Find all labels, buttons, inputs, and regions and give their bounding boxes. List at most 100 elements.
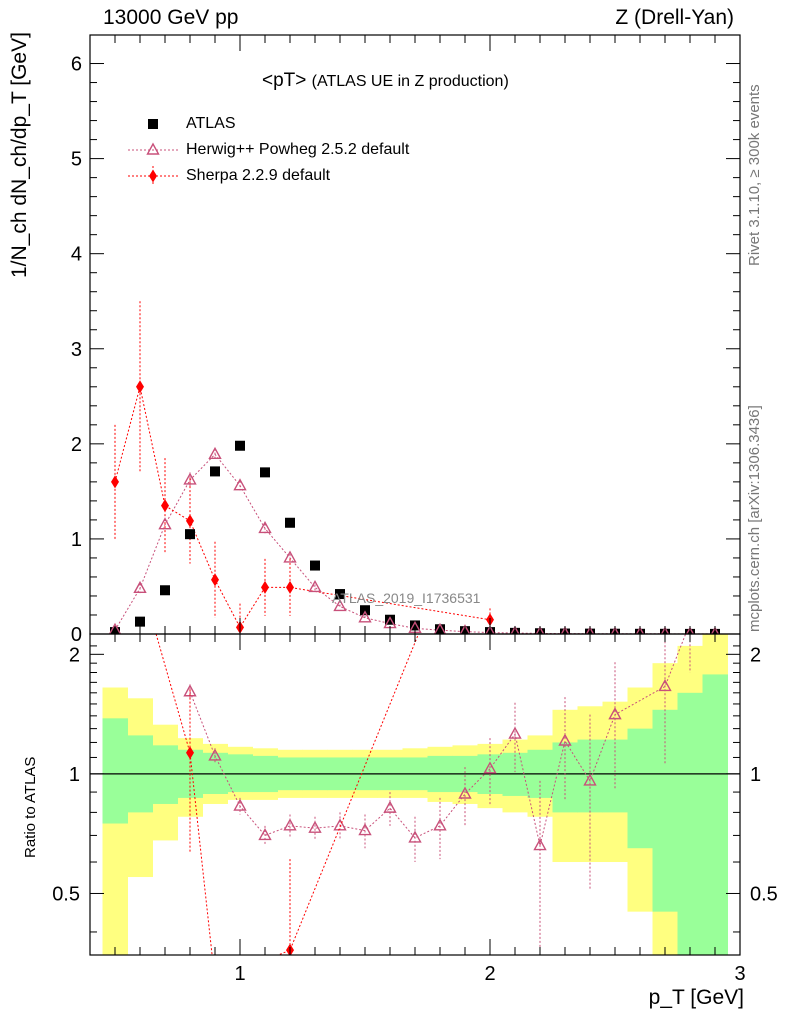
ratio-point-herwig (283, 818, 297, 831)
ratio-band-inner (702, 674, 728, 955)
ratio-point-herwig (608, 707, 622, 720)
x-tick-label: 3 (734, 963, 745, 985)
process-energy-label: 13000 GeV pp (103, 6, 239, 29)
ratio-point-herwig (233, 798, 247, 811)
legend-marker-herwig (146, 142, 160, 155)
data-point-herwig (685, 626, 695, 634)
legend-label-atlas: ATLAS (186, 115, 236, 132)
ratio-y-tick-label-left: 0.5 (52, 883, 80, 905)
data-point-atlas (410, 620, 420, 631)
ratio-line-sherpa (155, 634, 419, 955)
data-point-herwig (510, 625, 520, 634)
y-tick-label: 5 (71, 149, 82, 171)
data-point-herwig (358, 610, 372, 623)
main-series (108, 301, 720, 634)
ratio-point-herwig (433, 818, 447, 831)
data-point-atlas (285, 517, 295, 528)
legend (128, 119, 178, 186)
y-axis-label: 1/N_ch dN_ch/dp_T [GeV] (8, 32, 31, 278)
rivet-version-text: Rivet 3.1.10, ≥ 300k events (746, 84, 763, 266)
ratio-point-herwig (483, 761, 497, 774)
ratio-point-herwig (658, 679, 672, 692)
ratio-band-inner (152, 745, 178, 804)
data-point-herwig (183, 472, 197, 485)
ratio-y-tick-label-right: 1 (750, 764, 761, 786)
data-point-herwig (233, 478, 247, 491)
ratio-point-herwig (458, 786, 472, 799)
data-point-herwig (459, 624, 471, 634)
data-point-herwig (158, 517, 172, 530)
data-point-atlas (235, 440, 245, 451)
data-point-atlas (135, 616, 145, 627)
y-tick-label: 4 (71, 244, 82, 266)
data-point-herwig (258, 521, 272, 534)
data-point-atlas (335, 589, 345, 600)
data-point-sherpa (136, 380, 144, 394)
data-point-atlas (385, 614, 395, 625)
data-point-atlas (360, 605, 370, 616)
analysis-watermark: ATLAS_2019_I1736531 (332, 590, 481, 606)
legend-marker-sherpa (149, 169, 157, 183)
ratio-y-tick-label-left: 1 (69, 764, 80, 786)
ratio-band-inner (677, 692, 703, 955)
data-point-sherpa (261, 580, 269, 594)
main-plot-title: <pT> (ATLAS UE in Z production) (262, 70, 509, 92)
data-point-atlas (210, 466, 220, 477)
data-point-herwig (660, 626, 670, 634)
ratio-point-herwig (558, 733, 572, 746)
x-tick-label: 2 (484, 963, 495, 985)
data-point-atlas (160, 585, 170, 596)
plot-title: <pT> (262, 70, 307, 91)
ratio-point-herwig (333, 818, 347, 831)
ratio-band-inner (227, 754, 253, 793)
data-point-sherpa (211, 573, 219, 587)
ratio-line-herwig (189, 634, 687, 846)
data-point-herwig (560, 626, 570, 634)
ratio-point-herwig (308, 820, 322, 833)
y-tick-label: 3 (71, 339, 82, 361)
data-point-herwig (208, 446, 222, 459)
data-point-atlas (260, 467, 270, 478)
data-point-herwig (585, 626, 595, 634)
data-point-herwig (485, 625, 495, 634)
ratio-point-herwig (583, 773, 597, 786)
process-name-label: Z (Drell-Yan) (615, 6, 734, 29)
ratio-y-tick-label-right: 2 (750, 644, 761, 666)
plot-subtitle: (ATLAS UE in Z production) (311, 73, 509, 90)
ratio-series (155, 634, 691, 988)
data-point-atlas (310, 560, 320, 571)
y-tick-label: 6 (71, 54, 82, 76)
data-point-sherpa (186, 514, 194, 528)
ratio-point-herwig (383, 800, 397, 813)
data-point-herwig (710, 626, 720, 634)
ratio-point-herwig (508, 726, 522, 739)
data-point-herwig (433, 622, 447, 634)
ratio-y-tick-label-right: 0.5 (750, 883, 778, 905)
x-axis-label: p_T [GeV] (648, 986, 744, 1009)
ratio-point-sherpa (211, 975, 219, 988)
ratio-y-tick-label-left: 2 (69, 644, 80, 666)
series-line-herwig (114, 453, 715, 634)
ratio-band-inner (102, 718, 128, 824)
data-point-sherpa (286, 580, 294, 594)
data-point-herwig (133, 580, 147, 594)
ratio-bands (90, 634, 740, 955)
y-tick-label: 0 (71, 624, 82, 646)
data-point-herwig (333, 598, 347, 612)
ratio-band-inner (652, 709, 678, 912)
mcplots-reference-text: mcplots.cern.ch [arXiv:1306.3436] (746, 405, 763, 632)
data-point-herwig (610, 626, 620, 634)
x-tick-label: 1 (234, 963, 245, 985)
legend-label-sherpa: Sherpa 2.2.9 default (186, 167, 331, 184)
data-point-herwig (535, 625, 545, 634)
ratio-point-herwig (358, 823, 372, 836)
ratio-point-herwig (183, 684, 197, 697)
ratio-point-sherpa (186, 746, 194, 760)
y-tick-label: 1 (71, 529, 82, 551)
data-point-herwig (108, 622, 122, 634)
y-tick-label: 2 (71, 434, 82, 456)
data-point-sherpa (111, 475, 119, 489)
ratio-point-herwig (258, 827, 272, 841)
data-point-herwig (635, 626, 645, 634)
